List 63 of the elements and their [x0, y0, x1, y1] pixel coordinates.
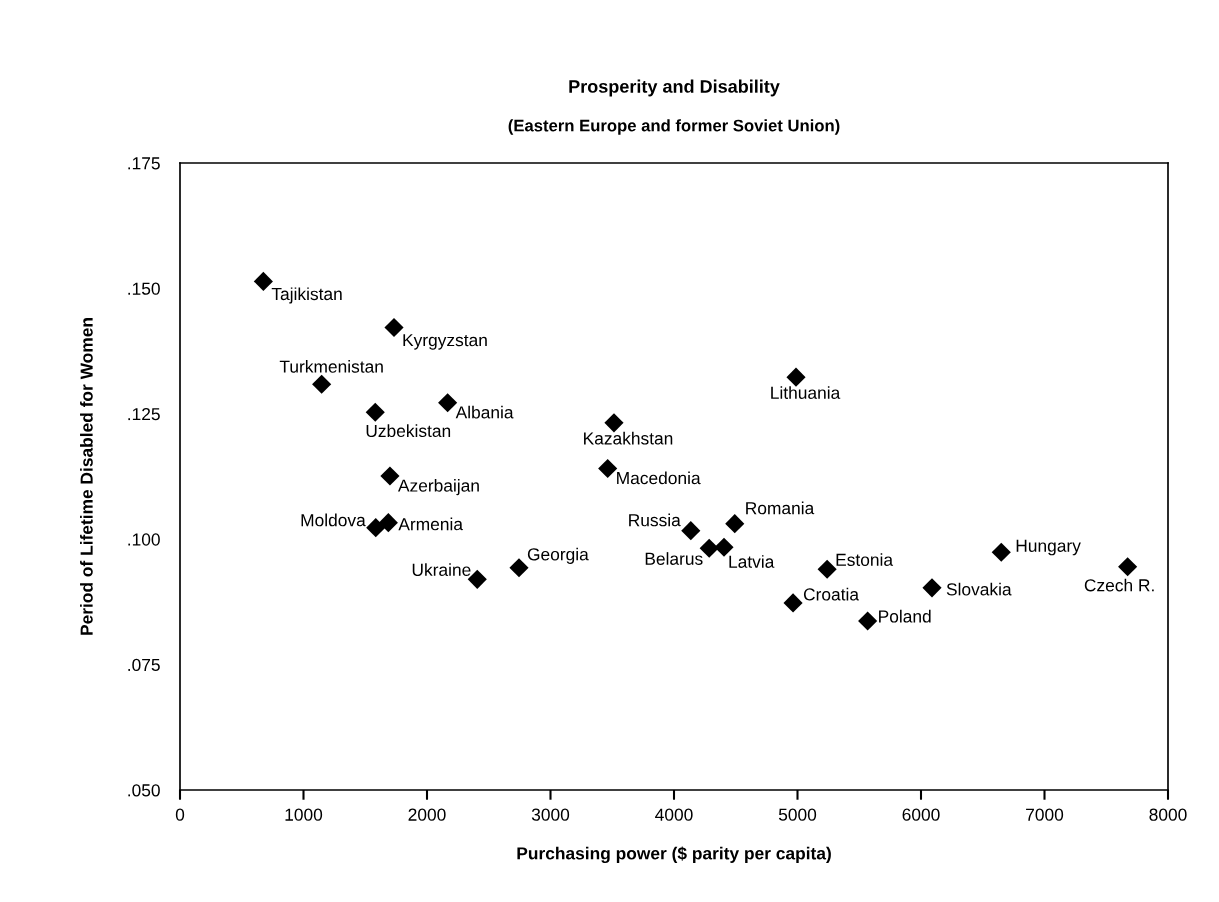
annotation: Turkmenistan	[279, 360, 383, 373]
point	[604, 413, 624, 433]
annotation: Poland	[879, 609, 931, 623]
annotation: Moldova	[301, 513, 366, 527]
chart-subtitle: (Eastern Europe and former Soviet Union)	[508, 119, 840, 135]
x-tick-label: 8000	[1149, 808, 1187, 821]
x-tick-label: 5000	[778, 808, 817, 821]
point	[253, 271, 273, 291]
point	[858, 611, 878, 631]
annotation: Lithuania	[771, 386, 841, 399]
annotation: Albania	[455, 405, 514, 419]
annotation: Uzbekistan	[366, 424, 451, 438]
point	[378, 513, 398, 533]
point	[366, 518, 386, 538]
y-tick-label: .175	[128, 157, 160, 170]
y-tick-label: .050	[128, 784, 160, 797]
point	[991, 542, 1011, 562]
x-tick-label: 7000	[1026, 808, 1064, 821]
annotation: Hungary	[1016, 539, 1081, 556]
annotation: Slovakia	[946, 582, 1012, 596]
x-tick-label: 0	[175, 808, 185, 821]
y-axis-title: Period of Lifetime Disabled for Women	[80, 318, 93, 635]
annotation: Estonia	[836, 553, 894, 566]
point	[783, 593, 803, 613]
annotation: Macedonia	[617, 471, 701, 485]
point	[786, 367, 806, 387]
point	[1118, 557, 1138, 577]
point	[380, 466, 400, 486]
x-tick-label: 4000	[655, 808, 693, 821]
annotation: Armenia	[398, 517, 463, 531]
annotation: Russia	[629, 513, 681, 527]
annotation: Belarus	[645, 552, 703, 565]
y-tick-label: .075	[128, 658, 160, 672]
chart-title: Prosperity and Disability	[569, 79, 780, 97]
x-tick-label: 3000	[531, 808, 570, 821]
annotation: Kazakhstan	[584, 431, 673, 445]
point	[714, 537, 734, 557]
point	[681, 521, 701, 541]
point	[509, 558, 529, 578]
annotation: Romania	[746, 501, 815, 515]
point	[365, 402, 385, 422]
annotation: Tajikistan	[271, 287, 342, 304]
annotation: Czech R.	[1084, 578, 1154, 592]
point	[817, 559, 837, 579]
annotation: Ukraine	[412, 563, 471, 576]
y-tick-label: .150	[128, 282, 160, 295]
point	[384, 317, 404, 338]
y-tick-label: .125	[128, 407, 160, 421]
annotation: Azerbaijan	[397, 479, 479, 496]
point	[438, 393, 458, 413]
annotation: Georgia	[527, 547, 589, 564]
point	[598, 458, 618, 479]
point	[922, 578, 942, 598]
y-tick-label: .100	[128, 533, 160, 546]
annotation: Croatia	[803, 587, 860, 601]
x-axis-title: Purchasing power ($ parity per capita)	[517, 846, 831, 864]
x-tick-label: 2000	[408, 808, 446, 821]
x-tick-label: 1000	[285, 808, 323, 821]
x-tick-label: 6000	[902, 808, 940, 821]
annotation: Kyrgyzstan	[403, 334, 487, 350]
point	[312, 374, 332, 394]
annotation: Latvia	[729, 555, 775, 568]
point	[725, 514, 745, 534]
